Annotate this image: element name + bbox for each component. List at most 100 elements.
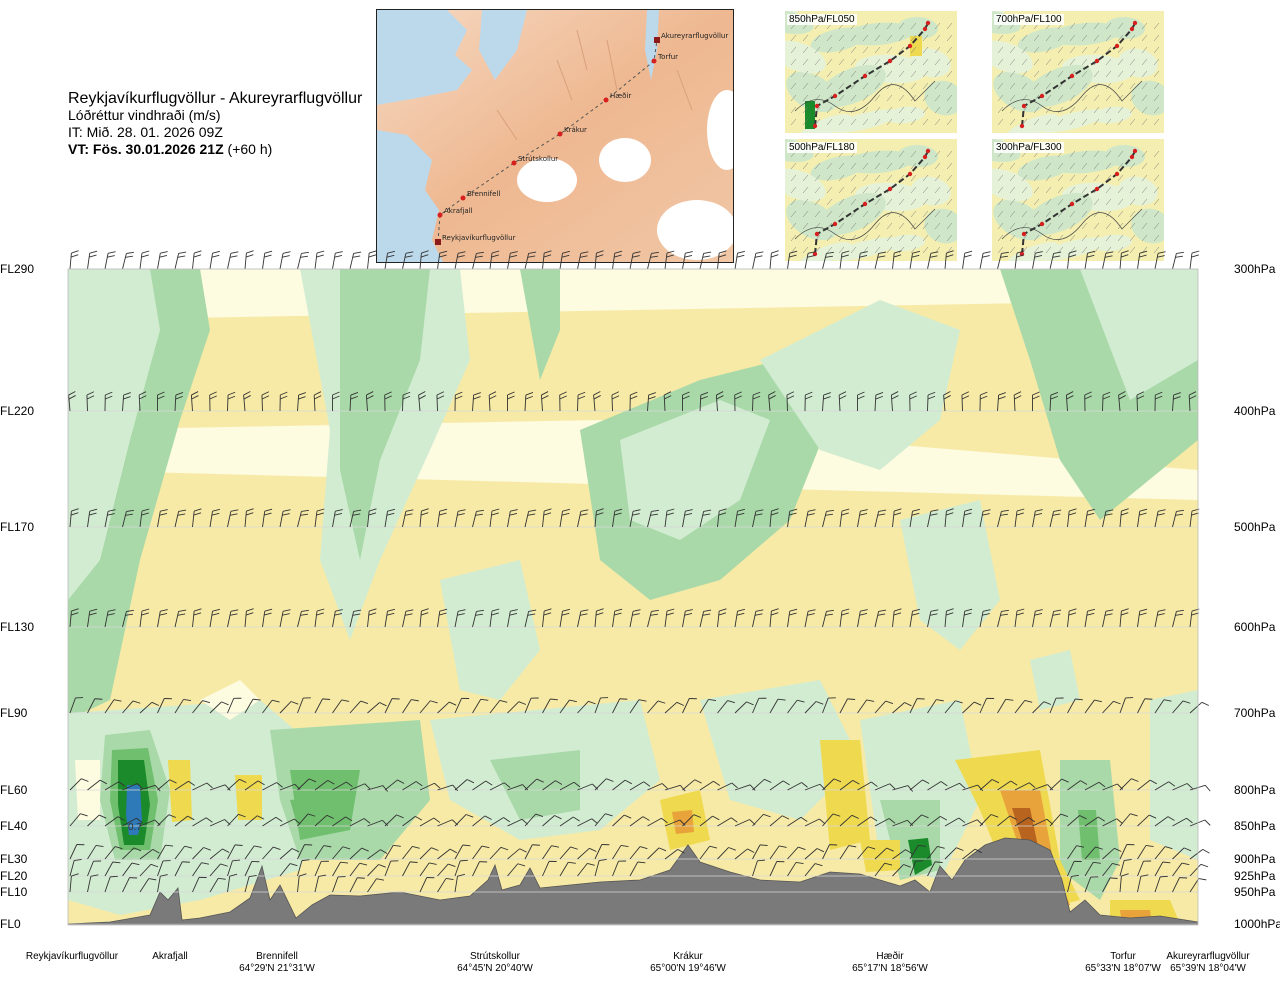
wind-barb [594,813,613,827]
wind-barb [279,848,300,860]
wind-barb [139,863,159,877]
wind-barb [822,778,842,791]
wind-barb [1119,813,1138,827]
wind-barb [997,251,1009,270]
wind-barb [262,250,273,270]
wind-barb [1137,608,1148,628]
wind-barb [122,817,143,827]
wind-barb [104,609,116,628]
wind-barb [87,250,98,270]
waypoint-marker [437,212,443,218]
wind-barb [157,874,168,893]
wind-barb [244,250,254,270]
wind-barb [1154,251,1166,270]
wind-barb [664,250,675,270]
wind-barb [69,778,89,791]
wind-barb [909,608,920,628]
wind-barb [699,780,720,791]
wind-barb [787,699,805,714]
wind-barb [839,508,850,528]
wind-barb [139,878,157,893]
velocity-contour [126,785,142,835]
wind-barb [559,846,578,860]
wind-barb [507,863,526,877]
wind-barb [472,698,489,714]
wind-barb [1102,251,1114,270]
plot-area [68,269,1198,925]
wind-barb [122,392,131,412]
wind-barb [857,251,868,270]
wind-barb [87,508,98,528]
wind-barb [314,250,325,270]
wind-barb [349,509,362,528]
pressure-level-label: 925hPa [1234,869,1276,883]
value-annotation: 0.7 [128,822,142,833]
wind-barb [715,391,724,412]
wind-barb [1154,391,1163,412]
wind-barb [332,781,353,791]
wind-barb [209,391,217,412]
flight-level-label: FL220 [0,404,35,418]
wind-barb [944,250,954,270]
wind-barb [664,784,686,792]
flight-level-label: FL60 [0,783,28,797]
wind-barb [472,845,490,860]
velocity-contour [235,775,262,820]
wind-barb [1067,508,1077,528]
wind-barb [209,508,220,528]
velocity-contour [200,680,260,720]
wind-barb [209,250,220,270]
wind-barb [192,817,213,827]
wind-barb [367,849,388,860]
waypoint-label: Reykjavíkurflugvöllur [442,234,516,242]
wind-barb [1032,391,1040,411]
wind-barb [69,697,84,714]
wind-barb [192,250,202,270]
wind-barb [489,608,500,628]
variable-title: Lóðréttur vindhraði (m/s) [68,107,221,123]
wind-barb [559,861,576,877]
wind-barb [139,848,160,860]
wind-barb [209,784,231,791]
wind-barb [157,609,168,628]
wind-barb [717,508,727,528]
wind-barb [1102,862,1120,877]
wind-barb [349,700,369,714]
wind-barb [1014,608,1025,628]
wind-barb [594,250,604,270]
wind-barb [559,250,570,270]
wind-barb [507,251,518,270]
wind-barb [279,701,299,714]
wind-barb [472,392,481,412]
wind-barb [419,782,441,791]
wind-barb [1032,609,1043,628]
wind-barb [454,859,468,877]
wind-barb [367,508,377,528]
wind-barb [122,877,138,893]
velocity-contour [900,500,1000,650]
wind-barb [629,609,641,628]
wind-barb [227,859,241,877]
wind-barb [454,873,465,893]
wind-barb [332,846,351,860]
waypoint-marker [603,97,609,103]
wind-barb [524,509,537,528]
mini-map-label: 850hPa/FL050 [787,14,857,25]
velocity-contour [68,269,160,600]
wind-barb [384,250,395,270]
wind-barb [890,391,899,412]
wind-barb [612,779,632,791]
wind-barb [192,508,202,528]
wind-barb [1032,701,1052,714]
wind-barb [769,250,779,270]
wind-barb [769,861,785,877]
wind-barb [594,508,604,528]
wind-barb [1067,874,1079,893]
wind-barb [297,873,307,893]
wind-barb [822,509,834,528]
wind-barb [122,251,134,270]
wind-barb [979,779,1000,791]
wind-barb [437,250,448,270]
wind-barb [997,509,1009,528]
wind-barb [943,391,951,412]
